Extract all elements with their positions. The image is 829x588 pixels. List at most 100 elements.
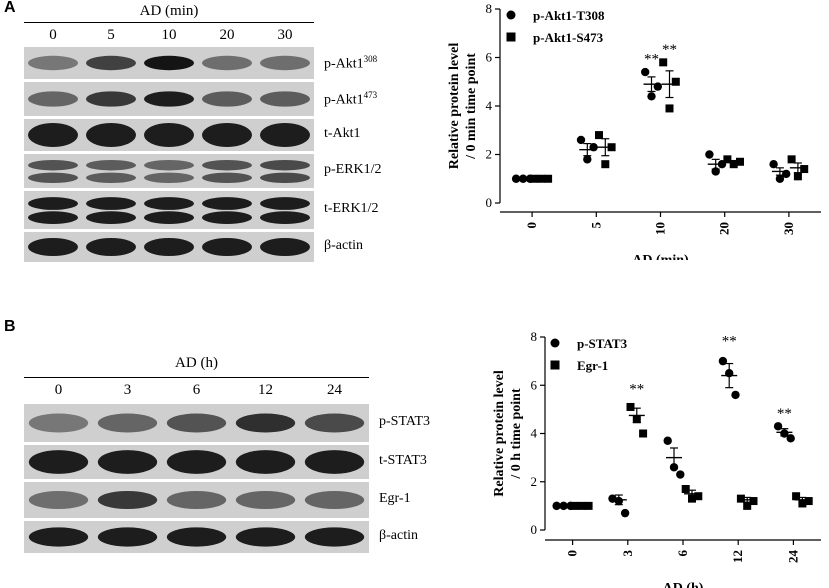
blot-row xyxy=(24,119,314,151)
y-tick-label: 0 xyxy=(486,195,493,210)
blot-band xyxy=(86,172,136,184)
data-point xyxy=(792,492,801,501)
x-tick-label: 5 xyxy=(588,222,603,229)
blot-band xyxy=(86,238,136,256)
blot-band xyxy=(202,159,252,171)
blot-title: AD (h) xyxy=(175,355,218,371)
blot-band xyxy=(202,197,252,210)
blot-row xyxy=(24,232,314,262)
significance-label: ** xyxy=(662,42,677,58)
data-point xyxy=(743,501,752,510)
blot-band xyxy=(304,450,365,474)
blot-band xyxy=(144,238,194,256)
blot-band xyxy=(202,211,252,224)
blot-band xyxy=(260,172,310,184)
data-point xyxy=(804,497,813,506)
band-label-text: p-ERK1/2 xyxy=(324,162,382,177)
blot-band xyxy=(304,413,365,433)
significance-label: ** xyxy=(629,382,644,398)
band-label: p-STAT3 xyxy=(379,414,430,430)
blot-band xyxy=(28,450,89,474)
band-label-text: p-STAT3 xyxy=(379,414,430,429)
significance-label: ** xyxy=(644,52,659,68)
data-point xyxy=(729,160,738,169)
y-tick-label: 6 xyxy=(486,50,493,65)
y-axis-title-line: Relative protein level xyxy=(492,370,507,497)
x-tick-label: 12 xyxy=(730,550,745,563)
band-label-text: t-Akt1 xyxy=(324,126,361,141)
band-label: β-actin xyxy=(379,528,418,544)
blot-title-rule xyxy=(24,22,314,23)
blot-title-rule xyxy=(24,377,369,378)
y-tick-label: 2 xyxy=(531,474,538,489)
data-point xyxy=(665,104,674,113)
legend-label: Egr-1 xyxy=(577,358,608,373)
lane-label: 3 xyxy=(123,382,132,398)
x-tick-label: 6 xyxy=(675,550,690,557)
data-point xyxy=(694,492,703,501)
blot-band xyxy=(235,491,296,509)
band-label-text: t-ERK1/2 xyxy=(324,201,379,216)
blot-band xyxy=(166,491,227,509)
blot-band xyxy=(260,123,310,147)
lane-label: 10 xyxy=(161,27,177,43)
blot-band xyxy=(28,172,78,184)
data-point xyxy=(626,402,635,411)
data-point xyxy=(663,436,672,445)
x-tick-label: 0 xyxy=(524,222,539,229)
band-label: p-Akt1308 xyxy=(324,54,377,73)
panel-letter-a: A xyxy=(4,0,16,16)
data-point xyxy=(647,92,656,101)
blot-band xyxy=(144,123,194,147)
y-tick-label: 6 xyxy=(531,377,538,392)
x-axis-title: AD (h) xyxy=(663,581,704,588)
blot-band xyxy=(28,211,78,224)
blot-band xyxy=(144,172,194,184)
data-point xyxy=(641,67,650,77)
significance-label: ** xyxy=(722,333,737,349)
blot-band xyxy=(86,211,136,224)
data-point xyxy=(749,497,758,506)
legend-label: p-Akt1-T308 xyxy=(533,8,605,23)
blot-band xyxy=(86,55,136,71)
blot-band xyxy=(144,197,194,210)
blot-band xyxy=(260,91,310,107)
blot-band xyxy=(86,159,136,171)
blot-row xyxy=(24,404,369,442)
blot-band xyxy=(86,197,136,210)
data-point xyxy=(620,508,630,518)
blot-band xyxy=(28,123,78,147)
data-point xyxy=(583,155,592,164)
data-point xyxy=(639,429,648,438)
blot-row xyxy=(24,482,369,518)
band-label: p-Akt1473 xyxy=(324,90,377,109)
blot-band xyxy=(28,159,78,171)
data-point xyxy=(671,77,680,86)
blot-band xyxy=(97,450,158,474)
blot-row xyxy=(24,445,369,479)
blot-band xyxy=(202,55,252,71)
y-tick-label: 4 xyxy=(486,98,493,113)
blot-band xyxy=(260,211,310,224)
panel-letter-b: B xyxy=(4,318,16,335)
data-point xyxy=(688,494,696,503)
data-point xyxy=(775,174,785,183)
blot-band xyxy=(144,211,194,224)
legend-marker xyxy=(506,32,516,42)
data-point xyxy=(731,390,740,400)
lane-label: 6 xyxy=(192,382,201,398)
blot-band xyxy=(86,91,136,107)
blot-band xyxy=(260,55,310,71)
band-label: β-actin xyxy=(324,238,363,254)
legend-marker xyxy=(506,10,516,20)
blot-band xyxy=(97,491,158,509)
data-point xyxy=(769,160,778,169)
data-point xyxy=(595,131,603,140)
scatter-chart-b: 024680361224AD (h)Relative protein level… xyxy=(492,329,821,588)
band-label-text: Egr-1 xyxy=(379,491,411,506)
y-tick-label: 8 xyxy=(486,1,493,16)
blot-row xyxy=(24,47,314,79)
blot-band xyxy=(28,491,89,509)
data-point xyxy=(798,499,807,508)
blot-band xyxy=(28,527,89,547)
